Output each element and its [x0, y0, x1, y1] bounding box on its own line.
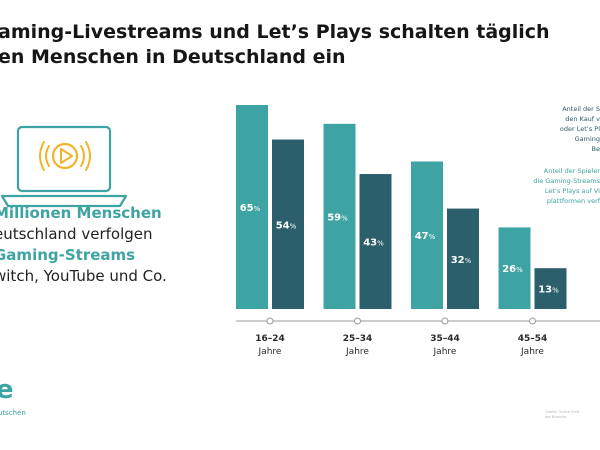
bar-series-1-2 — [411, 161, 443, 309]
signal-wave-left-icon — [45, 145, 50, 167]
bar-series-1-3 — [498, 227, 531, 309]
laptop-screen — [16, 125, 112, 193]
bar-series-2-2 — [447, 208, 479, 309]
logo-text-line-2: . — [0, 418, 26, 427]
bar-label-unit: % — [552, 287, 559, 295]
key-message: Millionen Menschen eutschland verfolgen … — [0, 203, 194, 287]
source-note: Quelle: Online Umfr der Branche — [545, 410, 600, 420]
title-line-2: en Menschen in Deutschland ein — [0, 46, 346, 68]
bar-label-unit: % — [429, 233, 436, 241]
play-icon — [60, 148, 73, 164]
laptop-base — [0, 194, 128, 208]
legend-note-series-1: Anteil der S den Kauf v oder Let’s Pl Ga… — [542, 104, 600, 154]
logo-text-line-1: utschen — [0, 409, 26, 417]
bar-series-2-0 — [272, 139, 304, 309]
legend-note-1-line: Anteil der S — [562, 105, 600, 113]
x-tick-unit-1: Jahre — [345, 347, 369, 357]
bar-series-1-1 — [323, 123, 356, 309]
bar-label-unit: % — [465, 257, 472, 265]
x-tick-label-3: 45–54 — [518, 334, 548, 344]
legend-note-2-line: Anteil der Spieler — [543, 167, 600, 175]
x-tick-marker-3 — [529, 317, 536, 325]
legend-note-2-line: die Gaming-Streams — [533, 177, 600, 185]
legend-note-2-line: Let’s Plays auf Vi — [544, 187, 600, 195]
laptop-stream-icon — [0, 125, 128, 208]
title-line-1: aming-Livestreams und Let’s Plays schalt… — [0, 21, 550, 43]
legend-note-1-line: Be — [591, 145, 600, 153]
bar-label-unit: % — [290, 222, 297, 230]
logo-text: utschen . — [0, 409, 26, 427]
bar-label-series-1-2: 47% — [415, 231, 436, 242]
x-tick-unit-0: Jahre — [258, 347, 282, 357]
x-tick-marker-2 — [441, 317, 449, 325]
bar-label-series-2-3: 13% — [538, 285, 559, 296]
bar-series-1-0 — [236, 105, 268, 309]
signal-wave-left-outer-icon — [39, 141, 45, 171]
x-tick-marker-1 — [354, 317, 361, 325]
x-tick-unit-3: Jahre — [520, 347, 544, 357]
bar-label-series-2-0: 54% — [276, 220, 297, 231]
bar-label-unit: % — [254, 205, 261, 213]
bar-label-unit: % — [341, 214, 348, 222]
x-tick-marker-0 — [266, 317, 274, 325]
signal-wave-right-icon — [80, 145, 85, 167]
play-circle-icon — [51, 142, 79, 170]
bar-label-series-1-1: 59% — [327, 212, 348, 223]
key-message-line-1: Millionen Menschen — [0, 204, 162, 222]
bar-label-series-1-0: 65% — [240, 203, 261, 214]
source-line-1: Quelle: Online Umfr — [545, 410, 580, 414]
bar-label-unit: % — [377, 240, 384, 248]
source-line-2: der Branche — [545, 415, 567, 419]
logo-mark: e — [0, 375, 14, 405]
legend-note-1-line: oder Let’s Pl — [559, 125, 600, 133]
bar-label-series-1-3: 26% — [502, 264, 523, 275]
x-tick-label-0: 16–24 — [255, 334, 285, 344]
legend-note-series-2: Anteil der Spieler die Gaming-Streams Le… — [528, 166, 600, 206]
legend-note-1-line: den Kauf v — [565, 115, 600, 123]
key-message-line-2: eutschland verfolgen — [0, 225, 153, 243]
key-message-line-3: Gaming-Streams — [0, 246, 136, 264]
chart-title: aming-Livestreams und Let’s Plays schalt… — [0, 20, 600, 70]
legend-note-1-line: Gaming — [574, 135, 600, 143]
bar-series-2-3 — [534, 268, 567, 309]
bar-label-series-2-2: 32% — [451, 255, 472, 266]
key-message-line-4: witch, YouTube und Co. — [0, 267, 167, 285]
bar-label-unit: % — [516, 266, 523, 274]
signal-wave-right-outer-icon — [85, 141, 91, 171]
x-tick-unit-2: Jahre — [433, 347, 457, 357]
bar-label-series-2-1: 43% — [363, 238, 384, 249]
bar-series-2-1 — [359, 174, 392, 309]
legend-note-2-line: plattformen verf — [546, 197, 600, 205]
x-tick-label-2: 35–44 — [430, 334, 460, 344]
x-tick-label-1: 25–34 — [343, 334, 373, 344]
